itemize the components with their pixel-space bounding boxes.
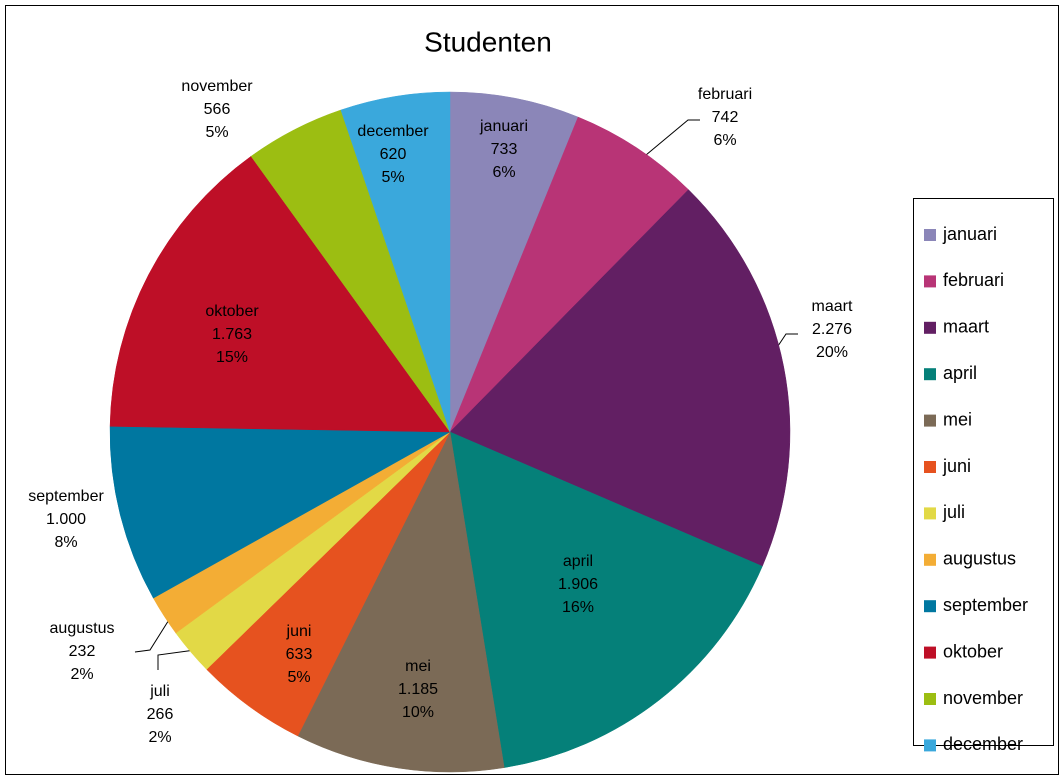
slice-label-name: januari <box>479 118 528 135</box>
slice-label-percent: 2% <box>70 666 93 683</box>
leader-line <box>157 649 196 670</box>
legend-text: oktober <box>943 641 1003 661</box>
legend-swatch <box>924 600 936 613</box>
pie-slice <box>109 155 451 433</box>
pie-slice <box>449 189 791 567</box>
slice-label-name: mei <box>405 658 431 675</box>
legend-text: april <box>943 363 977 383</box>
legend-text: december <box>943 734 1023 754</box>
pie-slice <box>109 426 451 599</box>
slice-label-value: 1.000 <box>46 511 86 528</box>
slice-label-value: 733 <box>491 141 518 158</box>
legend-swatch <box>924 461 936 473</box>
slice-label-value: 1.763 <box>212 326 252 343</box>
slice-label-name: november <box>181 78 253 95</box>
slice-label-percent: 8% <box>54 534 77 551</box>
pie-slice <box>340 91 451 433</box>
legend-swatch <box>924 739 936 752</box>
slice-label-value: 620 <box>380 146 407 163</box>
slice-label-name: april <box>563 553 593 570</box>
slice-label-percent: 5% <box>287 669 310 686</box>
slice-label-percent: 10% <box>402 704 434 721</box>
legend-swatch <box>924 275 936 288</box>
leader-line <box>134 614 173 653</box>
slice-label-percent: 16% <box>562 599 594 616</box>
leader-line <box>639 119 700 161</box>
legend-swatch <box>924 368 936 381</box>
legend-text: november <box>943 688 1023 708</box>
pie-slice <box>297 431 505 773</box>
slice-label-value: 232 <box>69 643 96 660</box>
legend-swatch <box>924 229 936 241</box>
legend-swatch <box>924 646 936 659</box>
slice-label-value: 1.185 <box>398 681 438 698</box>
legend-text: juli <box>942 502 965 522</box>
legend-swatch <box>924 507 936 520</box>
slice-label-name: oktober <box>205 303 259 320</box>
chart-title: Studenten <box>424 26 552 57</box>
slice-label-percent: 6% <box>713 132 736 149</box>
slice-label-value: 266 <box>147 706 174 723</box>
slice-label-percent: 2% <box>148 729 171 746</box>
legend-text: januari <box>942 224 997 244</box>
legend-swatch <box>924 321 936 334</box>
slice-label-value: 566 <box>204 101 231 118</box>
legend-text: maart <box>943 317 989 337</box>
pie <box>109 91 791 773</box>
slice-label-value: 2.276 <box>812 321 852 338</box>
slice-label-name: september <box>28 488 104 505</box>
slice-label-name: maart <box>812 298 853 315</box>
slice-label-name: februari <box>698 86 752 103</box>
pie-slice <box>449 116 689 433</box>
legend-swatch <box>924 693 936 705</box>
slice-label-name: december <box>357 123 429 140</box>
legend-text: mei <box>943 409 972 429</box>
slice-label-value: 1.906 <box>558 576 598 593</box>
slice-label-percent: 6% <box>492 164 515 181</box>
legend-swatch <box>924 553 936 566</box>
slice-label-name: juni <box>286 623 312 640</box>
slice-label-value: 633 <box>286 646 313 663</box>
legend-text: juni <box>942 456 971 476</box>
legend-swatch <box>924 414 936 427</box>
pie-slice <box>449 91 579 433</box>
slice-label-percent: 15% <box>216 349 248 366</box>
slice-label-percent: 5% <box>205 124 228 141</box>
slice-label-percent: 5% <box>381 169 404 186</box>
legend-box <box>913 198 1054 746</box>
pie-slice <box>449 431 763 768</box>
legend-text: september <box>943 595 1028 615</box>
slice-label-value: 742 <box>712 109 739 126</box>
slice-label-name: juli <box>149 683 170 700</box>
slice-label-percent: 20% <box>816 344 848 361</box>
slice-label-name: augustus <box>50 620 115 637</box>
legend-text: augustus <box>943 549 1016 569</box>
legend-text: februari <box>943 270 1004 290</box>
